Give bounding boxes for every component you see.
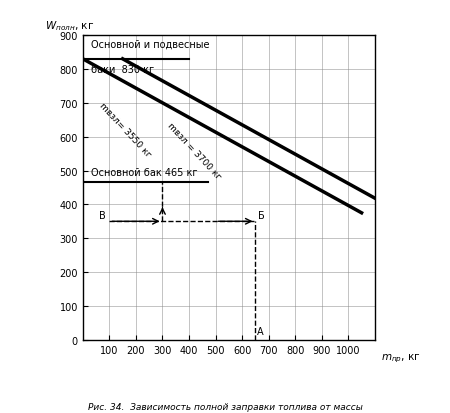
Text: $W_{полн}$, кг: $W_{полн}$, кг bbox=[45, 19, 94, 33]
Text: $m_{пр}$, кг: $m_{пр}$, кг bbox=[381, 352, 420, 364]
Text: Рис. 34.  Зависимость полной заправки топлива от массы: Рис. 34. Зависимость полной заправки топ… bbox=[88, 402, 362, 411]
Text: mвзл = 3700 кг: mвзл = 3700 кг bbox=[166, 121, 223, 181]
Text: В: В bbox=[99, 210, 105, 220]
Text: Основной бак 465 кг: Основной бак 465 кг bbox=[91, 168, 197, 178]
Text: баки  830 кг: баки 830 кг bbox=[91, 65, 154, 75]
Text: Б: Б bbox=[258, 210, 265, 220]
Text: Основной и подвесные: Основной и подвесные bbox=[91, 40, 209, 50]
Text: mвзл= 3550 кг: mвзл= 3550 кг bbox=[98, 102, 153, 160]
Text: А: А bbox=[256, 327, 263, 337]
